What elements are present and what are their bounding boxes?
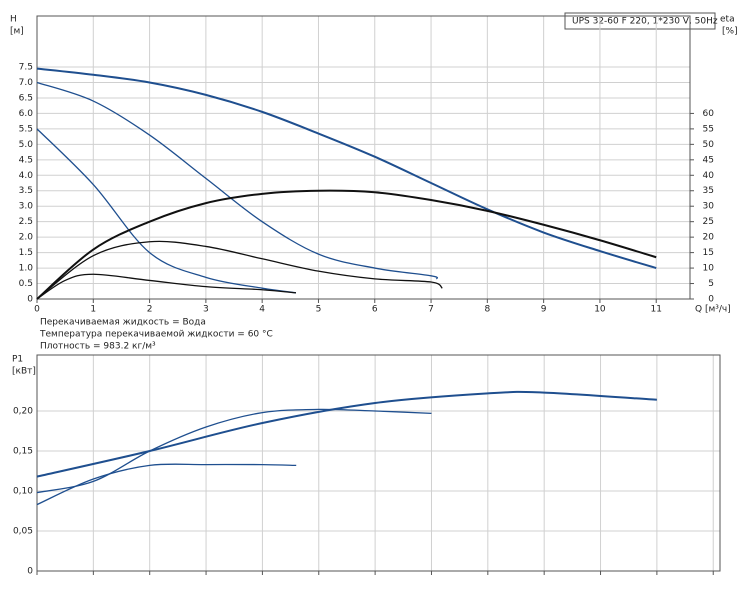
x-tick-label: 8 bbox=[484, 305, 490, 315]
y-label: H bbox=[10, 15, 17, 25]
plot-frame bbox=[36, 354, 721, 572]
y-tick-label: 4.0 bbox=[19, 171, 34, 181]
y-tick-label: 4.5 bbox=[19, 155, 33, 165]
chart-title: UPS 32-60 F 220, 1*230 V, 50Hz bbox=[572, 17, 718, 27]
y2-tick-label: 20 bbox=[703, 233, 715, 243]
y2-tick-label: 10 bbox=[703, 264, 715, 274]
x-tick-label: 0 bbox=[34, 305, 40, 315]
y-tick-label: 6.5 bbox=[19, 93, 33, 103]
y2-tick-label: 5 bbox=[708, 279, 714, 289]
y-tick-label: 5.0 bbox=[19, 140, 34, 150]
x-tick-label: 11 bbox=[650, 305, 661, 315]
y-tick-label: 0 bbox=[27, 567, 33, 577]
y-tick-label: 0,05 bbox=[13, 527, 33, 537]
x-label: Q [м³/ч] bbox=[695, 305, 731, 315]
y2-tick-label: 0 bbox=[708, 295, 714, 305]
y-tick-label: 0,10 bbox=[13, 487, 33, 497]
y-tick-label: 5.5 bbox=[19, 124, 33, 134]
y-tick-label: 1.5 bbox=[19, 248, 33, 258]
curve bbox=[36, 189, 657, 300]
y2-tick-label: 25 bbox=[703, 217, 714, 227]
y-tick-label: 0 bbox=[27, 295, 33, 305]
x-tick-label: 2 bbox=[147, 305, 153, 315]
y-tick-label: 2.0 bbox=[19, 233, 34, 243]
y2-tick-label: 30 bbox=[703, 202, 715, 212]
y2-tick-label: 15 bbox=[703, 248, 714, 258]
y-tick-label: 3.0 bbox=[19, 202, 34, 212]
y2-tick-label: 50 bbox=[703, 140, 715, 150]
y2-label: eta bbox=[720, 15, 735, 25]
curve bbox=[36, 67, 657, 270]
annotation: Температура перекачиваемой жидкости = 60… bbox=[39, 330, 273, 340]
x-tick-label: 6 bbox=[372, 305, 378, 315]
x-tick-label: 3 bbox=[203, 305, 209, 315]
y-tick-label: 2.5 bbox=[19, 217, 33, 227]
x-tick-label: 4 bbox=[259, 305, 265, 315]
curve bbox=[36, 390, 657, 478]
y-unit: [м] bbox=[10, 27, 24, 37]
curve bbox=[36, 81, 439, 280]
y-tick-label: 0,20 bbox=[13, 407, 33, 417]
x-tick-label: 9 bbox=[541, 305, 547, 315]
y-unit: [кВт] bbox=[12, 367, 36, 377]
curve bbox=[36, 240, 443, 300]
y2-tick-label: 55 bbox=[703, 124, 714, 134]
curve bbox=[36, 463, 297, 506]
x-tick-label: 10 bbox=[594, 305, 606, 315]
title-box bbox=[564, 12, 716, 30]
y-tick-label: 0,15 bbox=[13, 447, 33, 457]
y2-tick-label: 45 bbox=[703, 155, 714, 165]
annotation: Плотность = 983.2 кг/м³ bbox=[40, 342, 156, 352]
x-tick-label: 5 bbox=[316, 305, 322, 315]
y-tick-label: 7.0 bbox=[19, 78, 34, 88]
x-tick-label: 7 bbox=[428, 305, 434, 315]
y2-tick-label: 40 bbox=[703, 171, 715, 181]
y-tick-label: 1.0 bbox=[19, 264, 34, 274]
curve bbox=[36, 128, 297, 294]
x-tick-label: 1 bbox=[90, 305, 96, 315]
y-label: P1 bbox=[12, 355, 23, 365]
y2-tick-label: 60 bbox=[703, 109, 715, 119]
y-tick-label: 6.0 bbox=[19, 109, 34, 119]
annotation: Перекачиваемая жидкость = Вода bbox=[40, 318, 206, 328]
y-tick-label: 3.5 bbox=[19, 186, 33, 196]
plot-frame bbox=[36, 15, 691, 300]
y-tick-label: 0.5 bbox=[19, 279, 33, 289]
curve bbox=[36, 273, 297, 300]
curve bbox=[36, 408, 432, 494]
y-tick-label: 7.5 bbox=[19, 63, 33, 73]
y2-unit: [%] bbox=[722, 27, 738, 37]
y2-tick-label: 35 bbox=[703, 186, 714, 196]
